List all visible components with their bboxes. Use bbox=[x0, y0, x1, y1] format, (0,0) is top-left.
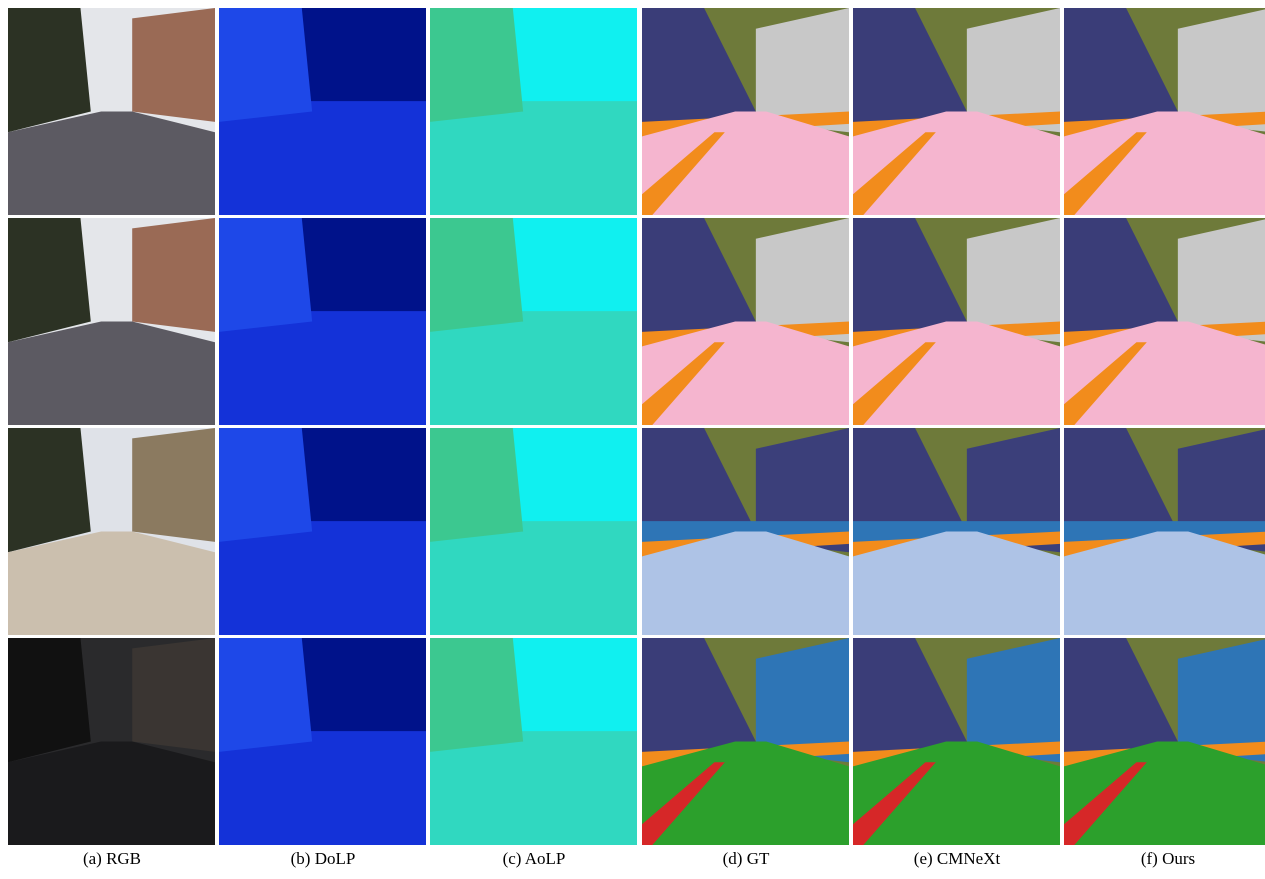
dolp-trees bbox=[219, 428, 312, 542]
road bbox=[8, 112, 215, 216]
page: (a) RGB (b) DoLP (c) AoLP (d) GT (e) CMN… bbox=[0, 0, 1265, 879]
caption: (d) GT bbox=[723, 849, 770, 868]
dolp-trees bbox=[219, 638, 312, 752]
caption: (a) RGB bbox=[83, 849, 141, 868]
building bbox=[132, 8, 215, 122]
trees bbox=[8, 8, 91, 132]
aolp-trees bbox=[430, 428, 523, 542]
dolp-trees bbox=[219, 218, 312, 332]
road bbox=[8, 532, 215, 636]
road bbox=[8, 322, 215, 426]
trees bbox=[8, 218, 91, 342]
aolp-trees bbox=[430, 8, 523, 122]
captions: (a) RGB (b) DoLP (c) AoLP (d) GT (e) CMN… bbox=[83, 849, 1195, 868]
trees bbox=[8, 638, 91, 762]
aolp-trees bbox=[430, 218, 523, 332]
caption: (c) AoLP bbox=[503, 849, 566, 868]
caption: (f) Ours bbox=[1141, 849, 1195, 868]
building bbox=[132, 428, 215, 542]
aolp-trees bbox=[430, 638, 523, 752]
caption: (b) DoLP bbox=[291, 849, 356, 868]
road bbox=[8, 742, 215, 846]
trees bbox=[8, 428, 91, 552]
building bbox=[132, 218, 215, 332]
building bbox=[132, 638, 215, 752]
figure: (a) RGB (b) DoLP (c) AoLP (d) GT (e) CMN… bbox=[0, 0, 1265, 879]
caption: (e) CMNeXt bbox=[914, 849, 1001, 868]
image-grid bbox=[8, 8, 1265, 845]
dolp-trees bbox=[219, 8, 312, 122]
